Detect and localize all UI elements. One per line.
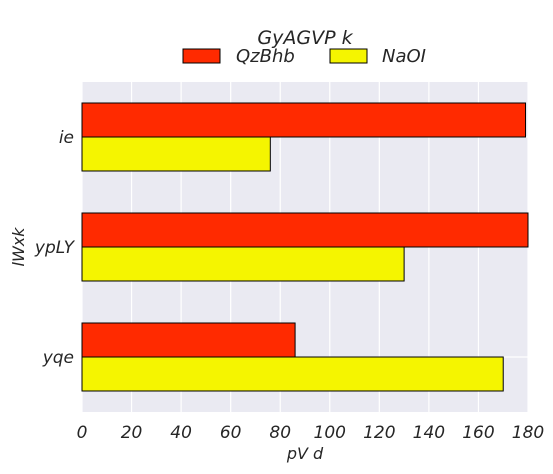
legend-label-naoi: NaOI bbox=[382, 46, 426, 67]
legend: GyAGVP k QzBhb NaOI bbox=[182, 27, 426, 67]
legend-label-qzbhb: QzBhb bbox=[236, 46, 295, 67]
y-tick-label: yqe bbox=[42, 348, 74, 368]
x-tick-label: 80 bbox=[269, 423, 291, 443]
legend-swatch-qzbhb bbox=[182, 48, 221, 64]
x-tick-labels: 0 20 40 60 80 100 120 140 160 180 bbox=[77, 423, 545, 443]
x-tick-label: 20 bbox=[121, 423, 143, 443]
bar-naoi-ie bbox=[81, 136, 271, 172]
x-tick-label: 60 bbox=[220, 423, 242, 443]
bar-qzbhb-ie bbox=[81, 102, 527, 138]
legend-title: GyAGVP k bbox=[257, 27, 353, 49]
x-tick-label: 120 bbox=[363, 423, 395, 443]
bar-naoi-yqe bbox=[81, 356, 504, 392]
x-tick-label: 40 bbox=[170, 423, 192, 443]
x-axis-label: pV d bbox=[286, 444, 324, 463]
y-tick-label: ypLY bbox=[34, 238, 76, 258]
x-tick-label: 160 bbox=[462, 423, 494, 443]
x-tick-label: 140 bbox=[413, 423, 445, 443]
x-tick-label: 100 bbox=[314, 423, 346, 443]
x-tick-label: 180 bbox=[512, 423, 544, 443]
legend-swatch-naoi bbox=[329, 48, 368, 64]
bar-qzbhb-yqe bbox=[81, 322, 296, 358]
bars bbox=[81, 102, 529, 392]
y-tick-label: ie bbox=[59, 128, 74, 148]
bar-naoi-yply bbox=[81, 246, 405, 282]
x-tick-label: 0 bbox=[77, 423, 88, 443]
y-tick-labels: ie ypLY yqe bbox=[34, 128, 76, 368]
y-axis-label: lWxk bbox=[9, 227, 28, 267]
bar-qzbhb-yply bbox=[81, 212, 529, 248]
